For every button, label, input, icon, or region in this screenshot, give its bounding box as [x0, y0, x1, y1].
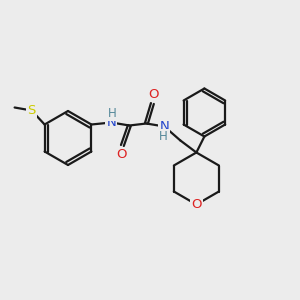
- Text: S: S: [27, 104, 36, 117]
- Text: O: O: [148, 88, 159, 101]
- Text: H: H: [159, 130, 168, 143]
- Text: N: N: [160, 120, 169, 133]
- Text: O: O: [191, 198, 202, 211]
- Text: N: N: [106, 116, 116, 129]
- Text: O: O: [116, 148, 127, 161]
- Text: H: H: [108, 107, 117, 120]
